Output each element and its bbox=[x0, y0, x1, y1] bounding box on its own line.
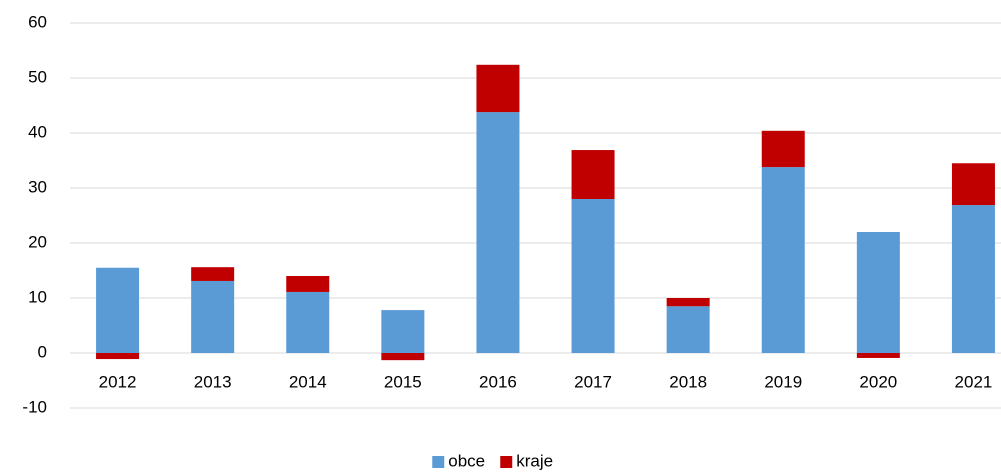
bar bbox=[666, 298, 710, 307]
bar bbox=[286, 276, 330, 292]
bar bbox=[856, 232, 900, 353]
x-tick-label: 2018 bbox=[669, 372, 707, 391]
bar bbox=[571, 199, 615, 353]
bar bbox=[476, 112, 520, 353]
bar bbox=[666, 306, 710, 353]
bar bbox=[286, 291, 330, 353]
x-tick-label: 2020 bbox=[859, 372, 897, 391]
y-tick-label: 40 bbox=[28, 122, 47, 141]
y-tick-label: 10 bbox=[28, 287, 47, 306]
bar bbox=[856, 353, 900, 358]
bar bbox=[191, 267, 235, 281]
bar bbox=[381, 353, 425, 361]
legend-swatch bbox=[500, 456, 513, 468]
bar bbox=[951, 205, 995, 353]
bar bbox=[381, 310, 425, 353]
legend-label: kraje bbox=[516, 451, 553, 470]
bar bbox=[191, 280, 235, 353]
y-tick-label: 20 bbox=[28, 232, 47, 251]
x-tick-label: 2012 bbox=[99, 372, 137, 391]
bar bbox=[96, 353, 140, 360]
bar bbox=[96, 267, 140, 353]
x-tick-label: 2013 bbox=[194, 372, 232, 391]
x-tick-label: 2015 bbox=[384, 372, 422, 391]
y-tick-label: -10 bbox=[22, 397, 47, 416]
x-tick-label: 2019 bbox=[764, 372, 802, 391]
x-tick-label: 2014 bbox=[289, 372, 327, 391]
legend-label: obce bbox=[448, 451, 485, 470]
x-tick-label: 2016 bbox=[479, 372, 517, 391]
y-tick-label: 50 bbox=[28, 67, 47, 86]
y-tick-label: 0 bbox=[38, 342, 47, 361]
bar bbox=[761, 167, 805, 353]
bar bbox=[951, 163, 995, 206]
bar bbox=[571, 150, 615, 199]
bar bbox=[761, 130, 805, 168]
legend-swatch bbox=[432, 456, 445, 468]
bar bbox=[476, 64, 520, 113]
x-tick-label: 2021 bbox=[955, 372, 993, 391]
x-tick-label: 2017 bbox=[574, 372, 612, 391]
y-tick-label: 30 bbox=[28, 177, 47, 196]
y-tick-label: 60 bbox=[28, 12, 47, 31]
